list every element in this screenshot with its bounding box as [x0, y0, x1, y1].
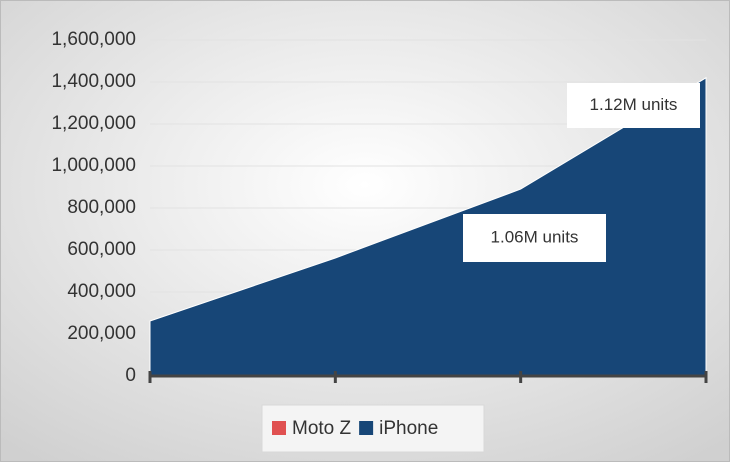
y-tick-label: 200,000 [67, 323, 136, 344]
annotation: 1.06M units [491, 227, 579, 246]
y-tick-label: 0 [125, 365, 136, 386]
y-tick-label: 800,000 [67, 197, 136, 218]
y-tick-label: 1,400,000 [51, 71, 136, 92]
legend: Moto Z iPhone [261, 404, 485, 453]
annotation-box [463, 214, 606, 262]
legend-swatch [272, 421, 286, 435]
y-tick-label: 600,000 [67, 239, 136, 260]
annotation-box [567, 83, 700, 128]
axes: 0 200,000 400,000 600,000 800,000 1,000,000 1,… [51, 29, 708, 386]
annotations: 1.06M units 1.12M units [463, 83, 700, 262]
y-tick-label: 1,000,000 [51, 155, 136, 176]
y-tick-label: 400,000 [67, 281, 136, 302]
legend-label: iPhone [379, 418, 438, 439]
y-tick-label: 1,200,000 [51, 113, 136, 134]
annotation: 1.12M units [590, 95, 678, 114]
legend-swatch [359, 421, 374, 435]
y-tick-label: 1,600,000 [51, 29, 136, 50]
legend-label: Moto Z [292, 418, 352, 439]
